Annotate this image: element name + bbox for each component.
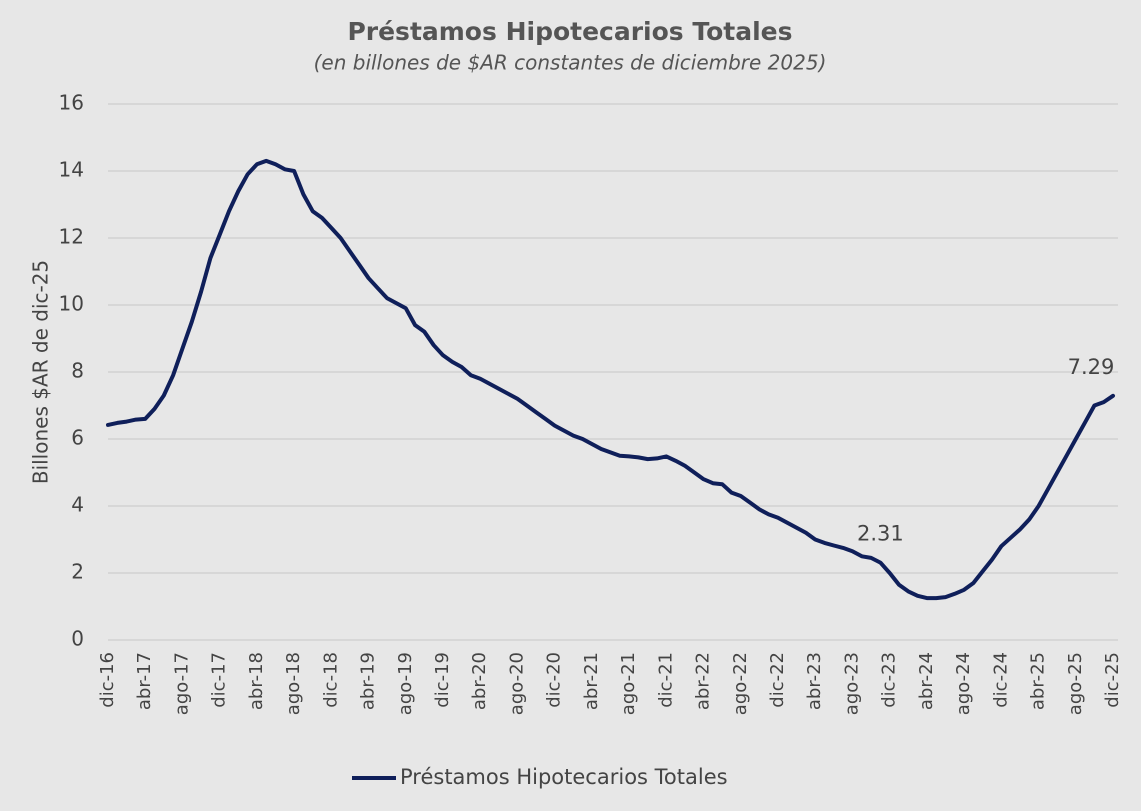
x-tick-label: abr-23 bbox=[804, 652, 825, 710]
chart-title: Préstamos Hipotecarios Totales bbox=[347, 17, 792, 46]
x-tick-label: ago-19 bbox=[395, 652, 416, 715]
y-tick-label: 10 bbox=[59, 292, 84, 316]
x-tick-label: ago-18 bbox=[283, 652, 304, 715]
x-tick-label: ago-17 bbox=[171, 652, 192, 715]
x-tick-label: ago-24 bbox=[953, 652, 974, 715]
x-tick-label: abr-18 bbox=[246, 652, 267, 710]
legend-label: Préstamos Hipotecarios Totales bbox=[400, 765, 728, 789]
data-label: 7.29 bbox=[1068, 355, 1115, 379]
x-tick-label: ago-21 bbox=[618, 652, 639, 715]
x-tick-label: dic-24 bbox=[990, 652, 1011, 708]
x-tick-label: abr-22 bbox=[693, 652, 714, 710]
x-tick-label: dic-23 bbox=[879, 652, 900, 708]
x-tick-label: ago-20 bbox=[506, 652, 527, 715]
x-tick-label: ago-23 bbox=[841, 652, 862, 715]
data-line bbox=[106, 158, 1115, 601]
x-tick-label: dic-25 bbox=[1102, 652, 1123, 708]
y-tick-label: 16 bbox=[59, 91, 84, 115]
y-tick-label: 14 bbox=[59, 158, 84, 182]
chart-subtitle: (en billones de $AR constantes de diciem… bbox=[314, 51, 827, 75]
x-tick-label: abr-17 bbox=[134, 652, 155, 710]
y-tick-label: 6 bbox=[71, 426, 84, 450]
x-tick-label: ago-22 bbox=[730, 652, 751, 715]
x-tick-label: dic-20 bbox=[544, 652, 565, 708]
x-tick-label: abr-20 bbox=[469, 652, 490, 710]
y-tick-label: 4 bbox=[71, 493, 84, 517]
y-tick-label: 2 bbox=[71, 560, 84, 584]
data-label: 2.31 bbox=[857, 522, 904, 546]
x-tick-label: abr-21 bbox=[581, 652, 602, 710]
x-tick-label: dic-21 bbox=[655, 652, 676, 708]
x-tick-label: dic-18 bbox=[320, 652, 341, 708]
y-axis-label: Billones $AR de dic-25 bbox=[29, 260, 53, 484]
y-tick-label: 8 bbox=[71, 359, 84, 383]
x-tick-label: abr-24 bbox=[916, 652, 937, 710]
x-tick-label: dic-19 bbox=[432, 652, 453, 708]
x-tick-label: ago-25 bbox=[1065, 652, 1086, 715]
x-tick-label: abr-19 bbox=[358, 652, 379, 710]
x-tick-label: dic-17 bbox=[209, 652, 230, 708]
x-tick-label: abr-25 bbox=[1028, 652, 1049, 710]
y-tick-label: 12 bbox=[59, 225, 84, 249]
x-tick-label: dic-16 bbox=[97, 652, 118, 708]
y-tick-label: 0 bbox=[71, 627, 84, 651]
x-tick-label: dic-22 bbox=[767, 652, 788, 708]
